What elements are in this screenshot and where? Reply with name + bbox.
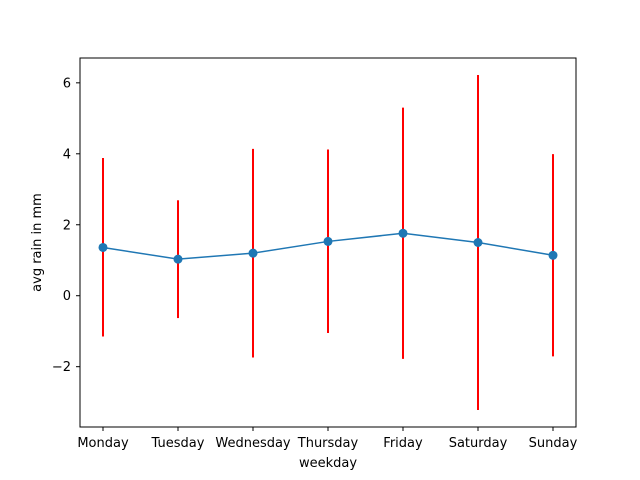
y-tick-label: 6	[63, 76, 71, 91]
y-tick-label: 4	[63, 147, 71, 162]
x-tick-label: Monday	[77, 436, 129, 451]
x-tick-label: Saturday	[449, 436, 508, 451]
y-axis-label: avg rain in mm	[30, 193, 45, 292]
ticks: Monday Tuesday Wednesday Thursday Friday Satu…	[52, 76, 578, 451]
x-tick-label: Thursday	[297, 436, 359, 451]
data-point-saturday	[473, 238, 483, 247]
y-tick-label: 2	[63, 218, 71, 233]
x-tick-label: Sunday	[529, 436, 578, 451]
data-point-sunday	[548, 250, 558, 260]
data-point-wednesday	[248, 248, 258, 258]
data-point-tuesday	[173, 254, 183, 264]
x-tick-label: Wednesday	[215, 436, 291, 451]
x-tick-label: Friday	[383, 436, 423, 451]
data-point-thursday	[323, 236, 333, 246]
data-point-friday	[398, 228, 408, 238]
y-tick-label: 0	[63, 289, 71, 304]
plot-area	[98, 75, 558, 410]
data-point-monday	[98, 242, 108, 252]
x-axis-label: weekday	[299, 456, 357, 471]
x-tick-label: Tuesday	[151, 436, 205, 451]
y-tick-label: −2	[52, 360, 71, 375]
